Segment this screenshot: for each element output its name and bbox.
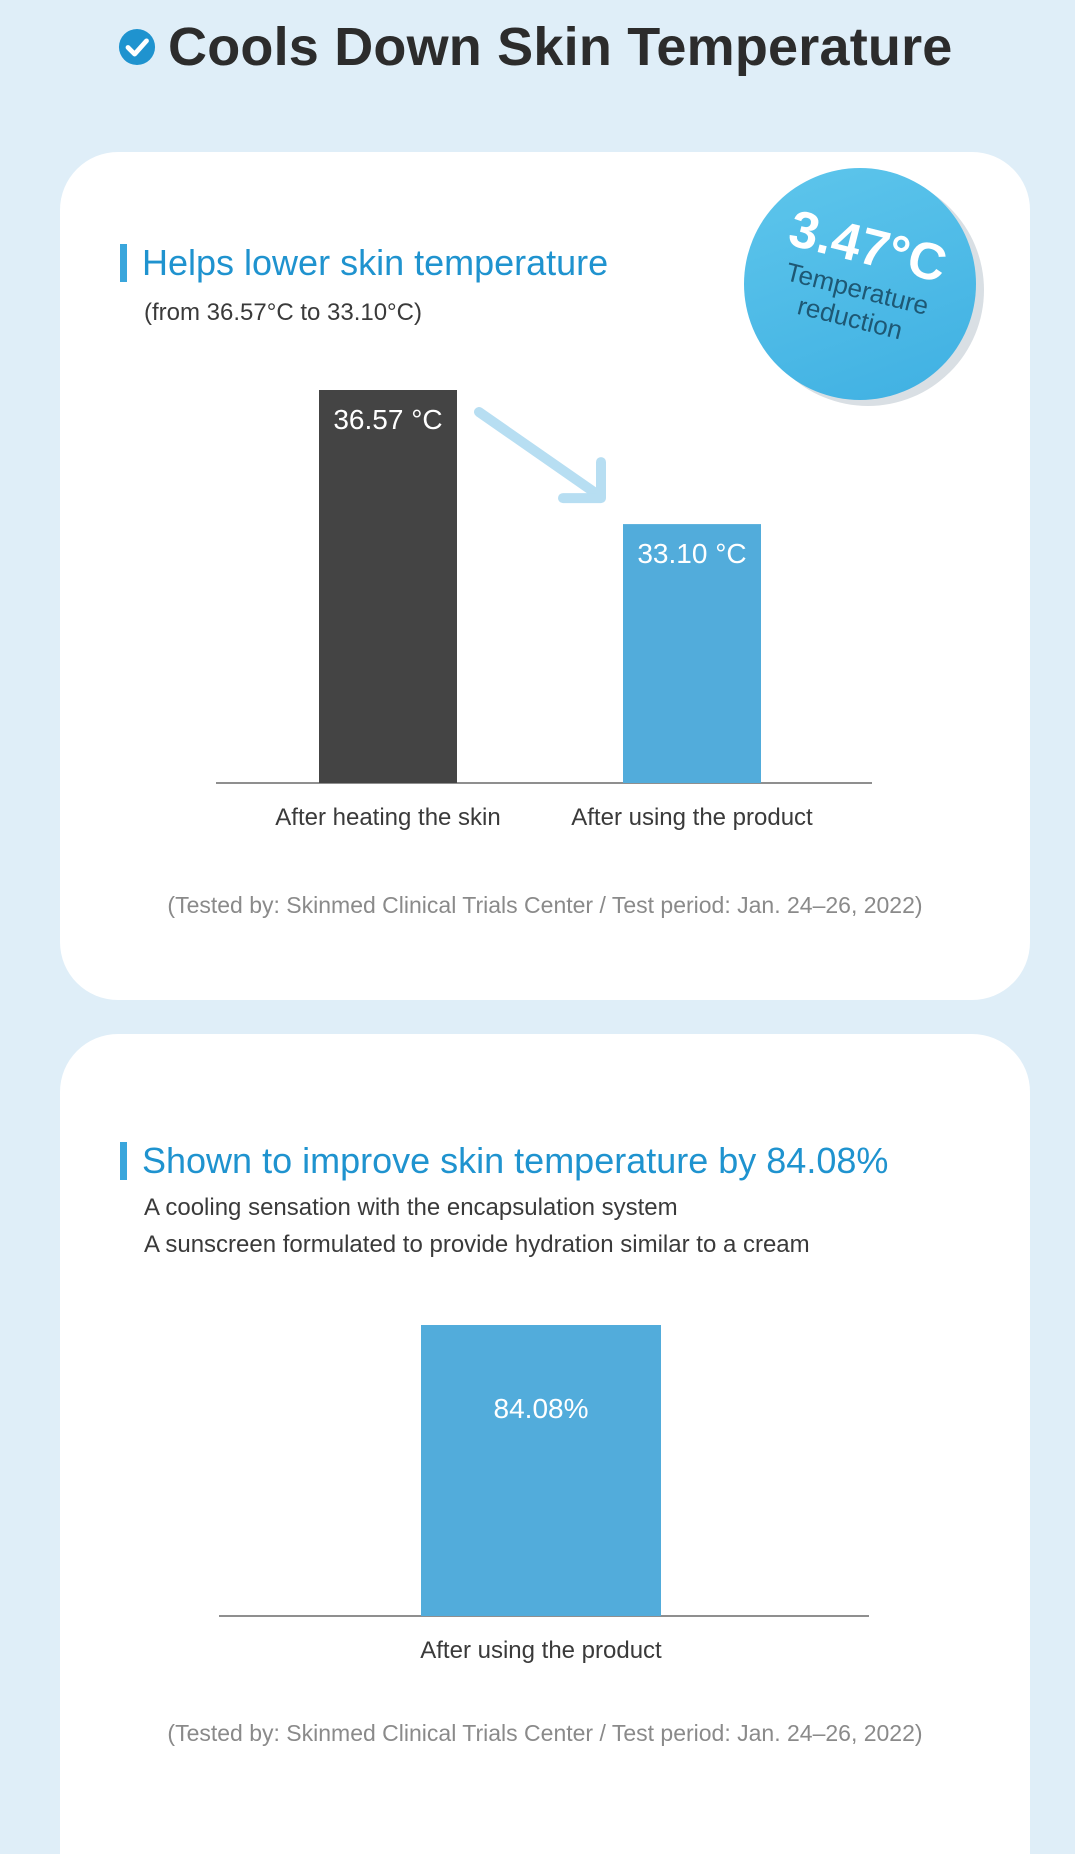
section2-heading-text: Shown to improve skin temperature by 84.… [142, 1140, 889, 1181]
improvement-card: Shown to improve skin temperature by 84.… [60, 1034, 1030, 1854]
heading-accent-bar [120, 244, 127, 282]
page-title-text: Cools Down Skin Temperature [168, 17, 953, 77]
category-label-1: After using the product [420, 1637, 662, 1664]
decrease-arrow-head [558, 457, 606, 504]
section2-footnote: (Tested by: Skinmed Clinical Trials Cent… [167, 1720, 923, 1746]
section2-heading: Shown to improve skin temperature by 84.… [120, 1140, 888, 1182]
section2-line2: A sunscreen formulated to provide hydrat… [144, 1231, 810, 1258]
decrease-arrow-shaft [474, 407, 602, 500]
section1-heading: Helps lower skin temperature [120, 242, 608, 284]
section1-heading-text: Helps lower skin temperature [142, 242, 609, 283]
section1-subheading: (from 36.57°C to 33.10°C) [144, 299, 422, 326]
bar-1 [421, 1325, 661, 1616]
bar-1 [319, 390, 457, 783]
improvement-bar-chart: 84.08% After using the product [219, 1325, 869, 1664]
bar-2 [623, 524, 761, 783]
heading-accent-bar [120, 1142, 127, 1180]
page-title: Cools Down Skin Temperature [118, 16, 953, 78]
temperature-reduction-badge: 3.47°C Temperature reduction [744, 168, 976, 400]
temperature-bar-chart: 36.57 °C After heating the skin 33.10 °C Af… [216, 390, 872, 831]
bar-value-label-2: 33.10 °C [637, 538, 746, 569]
check-circle-icon [118, 28, 156, 66]
bar-value-label-1: 36.57 °C [333, 404, 442, 435]
category-label-1: After heating the skin [275, 804, 500, 831]
section1-footnote: (Tested by: Skinmed Clinical Trials Cent… [167, 892, 923, 918]
category-label-2: After using the product [571, 804, 813, 831]
bar-value-label-1: 84.08% [494, 1393, 589, 1424]
section2-line1: A cooling sensation with the encapsulati… [144, 1194, 678, 1221]
